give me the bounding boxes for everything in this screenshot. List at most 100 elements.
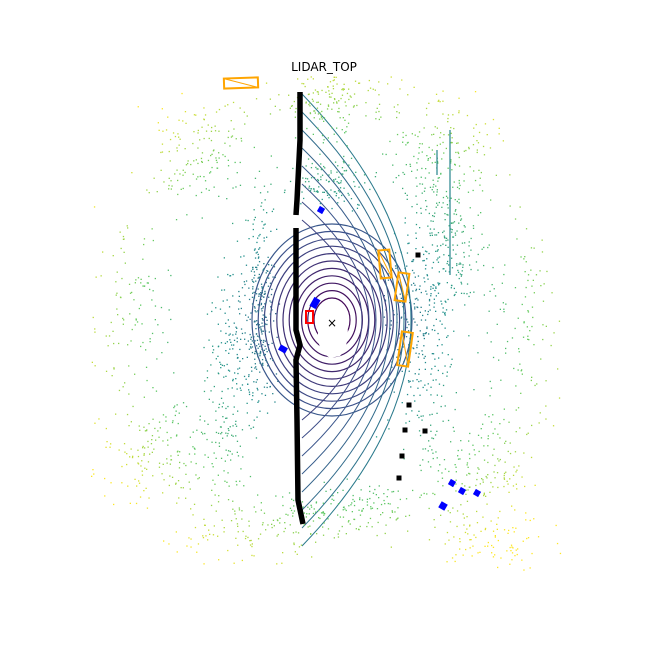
lidar-point [517, 317, 519, 319]
lidar-point [525, 286, 527, 289]
lidar-point [176, 434, 178, 436]
lidar-point [260, 302, 263, 305]
lidar-point [115, 281, 117, 283]
lidar-point [313, 177, 316, 179]
lidar-point [462, 513, 464, 515]
lidar-point [527, 310, 529, 312]
lidar-point [303, 524, 305, 526]
lidar-point [341, 167, 344, 169]
lidar-point [204, 524, 206, 526]
lidar-point [268, 349, 270, 351]
lidar-point [251, 296, 254, 298]
lidar-point [510, 544, 513, 546]
lidar-point [452, 236, 455, 238]
lidar-point [260, 205, 262, 207]
lidar-point [490, 199, 492, 201]
lidar-point [169, 138, 172, 141]
lidar-point [427, 461, 430, 463]
lidar-point [435, 318, 437, 320]
lidar-point [260, 329, 262, 331]
lidar-point [524, 296, 527, 298]
lidar-point [458, 112, 460, 114]
lidar-point [113, 342, 115, 345]
lidar-point [558, 320, 561, 322]
lidar-point [230, 341, 232, 343]
lidar-point [477, 467, 479, 469]
lidar-point [235, 518, 237, 520]
lidar-point [305, 101, 307, 103]
lidar-point [413, 272, 415, 274]
lidar-point [406, 393, 409, 396]
lidar-point [110, 482, 112, 484]
lidar-point [431, 232, 433, 234]
lidar-point [446, 262, 448, 265]
lidar-point [550, 344, 552, 347]
lidar-point [499, 510, 501, 513]
lidar-point [351, 502, 353, 504]
lidar-point [381, 265, 384, 267]
lidar-point [343, 170, 345, 172]
lidar-point [387, 273, 389, 275]
lidar-point [483, 154, 486, 156]
lidar-point [257, 311, 259, 313]
lidar-point [407, 234, 409, 236]
lidar-point [135, 318, 137, 320]
lidar-point [402, 346, 404, 348]
lidar-point [143, 243, 145, 246]
lidar-point [514, 451, 517, 453]
lidar-point [227, 273, 229, 276]
lidar-point [503, 472, 506, 475]
lidar-point [468, 146, 470, 149]
lidar-point [237, 531, 239, 533]
lidar-point [353, 500, 356, 502]
lidar-point [397, 490, 399, 492]
lidar-point [273, 320, 275, 322]
lidar-point [454, 464, 456, 466]
lidar-point [432, 284, 434, 286]
lidar-point [432, 220, 434, 222]
lidar-point [231, 434, 233, 436]
lidar-point [450, 142, 452, 144]
lidar-point [470, 237, 472, 240]
lidar-point [454, 163, 456, 165]
lidar-point [237, 455, 240, 457]
lidar-point [243, 375, 246, 378]
lidar-point [437, 249, 439, 251]
lidar-point [243, 281, 245, 283]
lidar-point [505, 440, 507, 442]
lidar-point [257, 277, 259, 279]
lidar-point [256, 268, 258, 271]
lidar-point [368, 79, 370, 82]
lidar-point [235, 435, 237, 437]
lidar-point [385, 309, 387, 311]
lidar-point [255, 266, 257, 268]
lidar-point [206, 313, 209, 315]
lidar-point [418, 416, 420, 419]
lidar-point [144, 447, 146, 449]
lidar-point [152, 387, 154, 389]
lidar-point [369, 497, 371, 500]
lidar-point [206, 377, 209, 379]
lidar-point [302, 506, 304, 508]
lidar-point [339, 516, 341, 518]
lidar-point [126, 225, 128, 227]
lidar-point [427, 383, 429, 385]
lidar-point [166, 462, 168, 464]
lidar-point [353, 93, 356, 95]
lidar-point [272, 276, 274, 278]
lidar-point [169, 475, 171, 477]
lidar-point [291, 498, 293, 500]
lidar-point [261, 310, 263, 312]
lidar-point [232, 334, 234, 336]
lidar-point [428, 102, 430, 104]
lidar-point [324, 513, 326, 515]
lidar-point [398, 333, 400, 335]
lidar-point [469, 473, 471, 475]
lidar-point [469, 166, 471, 168]
lidar-point [204, 454, 206, 456]
lidar-point [311, 98, 314, 100]
lidar-point [342, 89, 344, 91]
lidar-point [332, 495, 334, 497]
lidar-point [349, 523, 351, 525]
lidar-point [333, 537, 335, 539]
